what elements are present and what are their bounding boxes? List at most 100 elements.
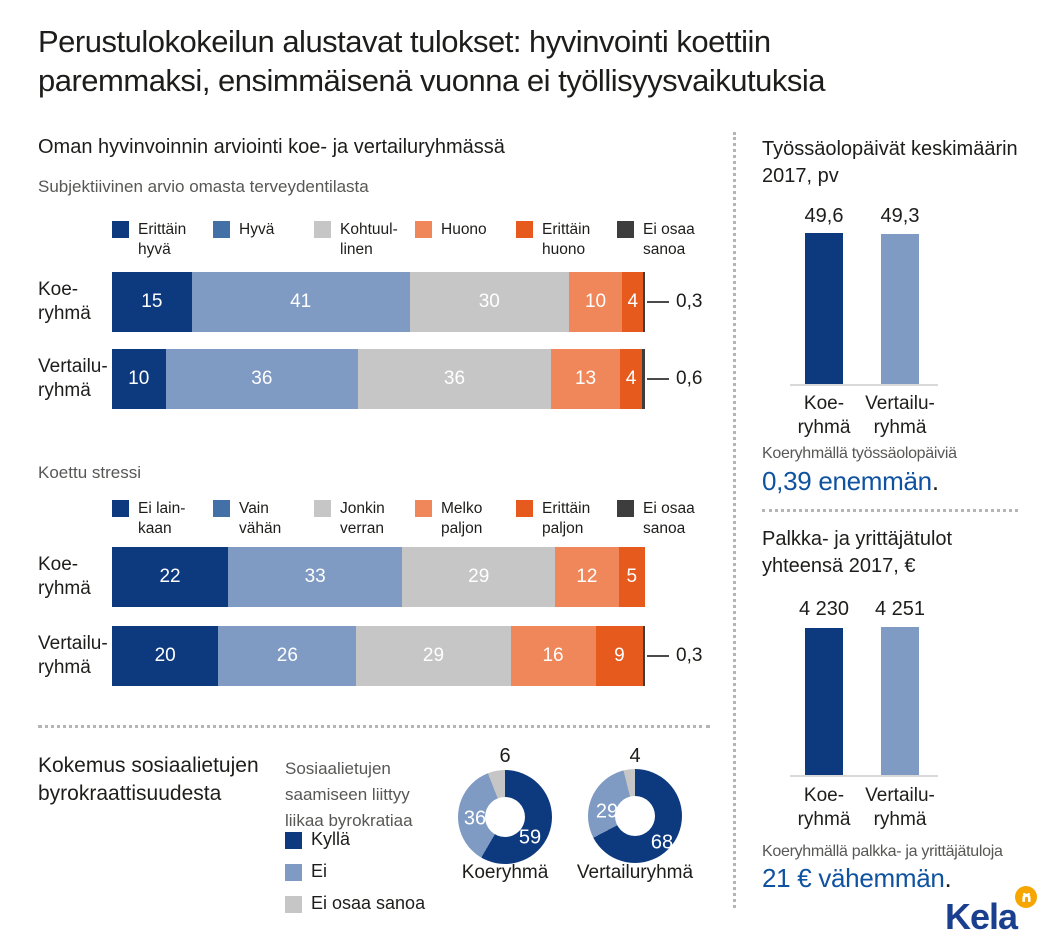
right-column-divider	[762, 509, 1018, 512]
income-chart: 4 230 4 251 Koe- ryhmä Vertailu- ryhmä	[762, 592, 1018, 842]
income-note-text: Koeryhmällä palkka- ja yrittäjätuloja	[762, 843, 1003, 860]
bar-segment: 36	[358, 349, 551, 409]
legend-item: Ei osaa sanoa	[285, 893, 425, 914]
donut2-small-value: 4	[629, 745, 641, 767]
bar-segment-value: 13	[574, 368, 597, 389]
legend-label: Ei osaa sanoa	[311, 893, 426, 913]
bar-category-label: Vertailu- ryhmä	[865, 393, 935, 438]
bar-segment-value: 16	[542, 645, 564, 666]
legend-label: Vain vähän	[239, 500, 282, 537]
bar-segment-value: 29	[422, 645, 445, 666]
chart-stress-subtitle: Koettu stressi	[38, 463, 141, 482]
legend-item: Ei	[285, 861, 425, 882]
legend-label: Kohtuul- linen	[340, 221, 398, 258]
legend-item: Hyvä	[213, 220, 314, 260]
bar-value-label: 4 230	[798, 598, 850, 620]
health-legend: Erittäin hyvä Hyvä Kohtuul- linen Huono Erit…	[112, 220, 832, 260]
bar-segment: 5	[618, 547, 645, 607]
legend-item: Erittäin huono	[516, 220, 617, 260]
legend-item: Vain vähän	[213, 499, 314, 539]
kela-logo: Kela	[945, 886, 1045, 944]
legend-item: Ei osaa sanoa	[617, 220, 718, 260]
legend-label: Erittäin hyvä	[138, 221, 187, 258]
legend-swatch	[285, 831, 302, 849]
legend-swatch	[285, 895, 302, 913]
bar-value-label: 49,6	[804, 205, 844, 227]
bar-segment-value: 20	[154, 645, 176, 666]
bar-segment: 9	[595, 626, 644, 686]
bar-segment-value: 4	[625, 368, 637, 389]
annotation-value: 0,3	[676, 291, 703, 312]
bar-segment-value: 10	[128, 368, 150, 389]
workdays-note-text: Koeryhmällä työssäolopäiviä	[762, 445, 957, 462]
bar-segment-value: 5	[626, 566, 638, 587]
legend-label: Ei	[311, 861, 328, 881]
donut-legend-title: Sosiaalietujen saamiseen liittyy liikaa …	[285, 759, 413, 830]
legend-item: Erittäin hyvä	[112, 220, 213, 260]
bar-segment: 29	[402, 547, 556, 607]
stress-row2-annotation: 0,3	[647, 626, 702, 686]
legend-label: Ei osaa sanoa	[643, 500, 695, 537]
donut1-value-yes: 59	[518, 826, 542, 849]
annotation-line	[647, 301, 669, 303]
section-title-bureaucracy: Kokemus sosiaalietujen byrokraattisuudes…	[38, 754, 259, 805]
health-row1-bar: 15 41 30 10 4	[112, 272, 645, 332]
stress-legend: Ei lain- kaan Vain vähän Jonkin verran Melk…	[112, 499, 832, 539]
annotation-line	[647, 655, 669, 657]
legend-swatch	[617, 500, 634, 517]
bar-segment	[643, 272, 645, 332]
bar-category-label: Koe- ryhmä	[797, 785, 851, 830]
legend-item: Ei osaa sanoa	[617, 499, 718, 539]
bar-segment-value: 26	[276, 645, 298, 666]
donut2-value-yes: 68	[650, 831, 674, 854]
bar-segment: 10	[112, 349, 166, 409]
legend-swatch	[617, 221, 634, 238]
workdays-chart: 49,6 49,3 Koe- ryhmä Vertailu- ryhmä	[762, 200, 1018, 450]
bar-segment-value: 10	[584, 291, 607, 312]
donut2-name: Vertailuryhmä	[576, 862, 694, 883]
bar-segment-value: 33	[304, 566, 326, 587]
kela-figure-icon	[1021, 892, 1031, 902]
bar-segment-value: 29	[468, 566, 490, 587]
highlight-value: 21 € vähemmän	[762, 863, 945, 893]
donut1-small-value: 6	[499, 745, 511, 767]
workdays-bar-vertailuryhma	[881, 233, 919, 384]
income-note-highlight: 21 € vähemmän.	[762, 863, 1050, 894]
health-row2-bar: 10 36 36 13 4	[112, 349, 645, 409]
x-axis	[790, 775, 938, 777]
bar-segment: 26	[218, 626, 357, 686]
donut-legend: Kyllä Ei Ei osaa sanoa	[285, 829, 425, 925]
highlight-value: 0,39 enemmän	[762, 466, 932, 496]
bar-segment: 29	[356, 626, 511, 686]
legend-swatch	[314, 221, 331, 238]
legend-label: Hyvä	[239, 221, 275, 238]
donut-chart-vertailuryhma: 68 29	[588, 769, 682, 863]
legend-swatch	[415, 500, 432, 517]
section-title-wellbeing: Oman hyvinvoinnin arviointi koe- ja vert…	[38, 136, 505, 158]
health-row2-annotation: 0,6	[647, 349, 702, 409]
legend-swatch	[213, 221, 230, 238]
bar-segment-value: 4	[627, 291, 639, 312]
legend-swatch	[415, 221, 432, 238]
income-bar-koeryhma	[805, 627, 843, 775]
legend-item: Jonkin verran	[314, 499, 415, 539]
bar-segment: 41	[191, 272, 410, 332]
legend-label: Huono	[441, 221, 487, 238]
legend-item: Huono	[415, 220, 516, 260]
horizontal-divider	[38, 725, 710, 728]
bar-segment: 15	[112, 272, 192, 332]
bar-segment-value: 9	[614, 645, 625, 666]
bar-segment: 20	[112, 626, 219, 686]
workdays-note-highlight: 0,39 enemmän.	[762, 466, 1050, 497]
workdays-chart-title: Työssäolopäivät keskimäärin 2017, pv	[762, 138, 1018, 187]
bar-segment: 4	[622, 272, 644, 332]
bar-segment: 13	[550, 349, 621, 409]
workdays-bar-koeryhma	[805, 233, 843, 384]
bar-segment	[641, 349, 645, 409]
health-row1-annotation: 0,3	[647, 272, 702, 332]
bar-segment: 4	[620, 349, 642, 409]
bar-segment: 33	[228, 547, 403, 607]
legend-swatch	[285, 863, 302, 881]
legend-label: Jonkin verran	[340, 500, 385, 537]
bar-segment: 10	[568, 272, 623, 332]
